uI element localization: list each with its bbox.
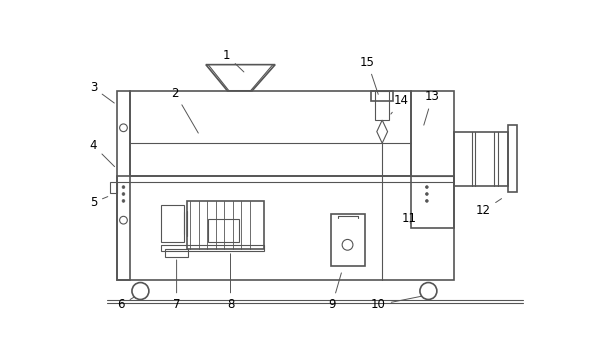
Bar [130,91,412,176]
Bar [165,250,188,257]
Circle shape [122,193,125,195]
Text: 13: 13 [424,90,440,125]
Text: 8: 8 [227,254,234,311]
Bar [331,214,365,266]
Text: 12: 12 [476,199,502,218]
Text: 1: 1 [223,49,244,72]
Text: 5: 5 [90,196,108,209]
Circle shape [122,186,125,188]
Bar [208,219,239,242]
Circle shape [425,186,428,188]
Text: 7: 7 [173,260,181,311]
Text: 3: 3 [90,81,115,103]
Bar [116,91,130,280]
Bar [116,176,454,280]
Bar [110,182,116,193]
Text: 14: 14 [391,94,409,114]
Bar [454,132,508,186]
Bar [187,201,263,250]
Bar [412,91,454,228]
Bar [508,125,517,192]
Text: 4: 4 [89,139,115,167]
Circle shape [425,193,428,195]
Circle shape [425,200,428,202]
Text: 10: 10 [371,296,422,311]
Text: 2: 2 [172,87,199,133]
Text: 6: 6 [118,297,134,311]
Text: 15: 15 [360,56,378,94]
Bar [161,205,184,242]
Text: 9: 9 [328,273,341,311]
Circle shape [122,200,125,202]
Bar [375,91,389,120]
Text: 11: 11 [401,212,416,225]
Bar [371,91,393,101]
Bar [161,245,263,251]
